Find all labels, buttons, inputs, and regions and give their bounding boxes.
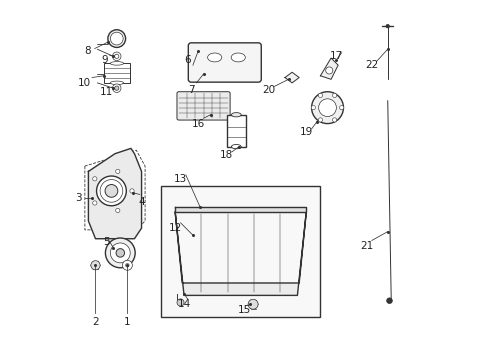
Circle shape bbox=[114, 86, 119, 90]
Circle shape bbox=[110, 32, 123, 45]
Text: 17: 17 bbox=[329, 51, 342, 61]
Text: 11: 11 bbox=[99, 87, 112, 97]
Polygon shape bbox=[175, 212, 305, 295]
Ellipse shape bbox=[231, 53, 245, 62]
Polygon shape bbox=[285, 72, 299, 83]
Text: 1: 1 bbox=[124, 317, 130, 327]
FancyBboxPatch shape bbox=[161, 186, 320, 317]
Circle shape bbox=[386, 298, 392, 303]
Ellipse shape bbox=[207, 53, 221, 62]
Circle shape bbox=[318, 93, 322, 97]
Text: 4: 4 bbox=[138, 196, 145, 206]
Text: 10: 10 bbox=[78, 78, 91, 88]
Circle shape bbox=[318, 99, 336, 116]
Ellipse shape bbox=[110, 62, 123, 65]
Circle shape bbox=[130, 189, 134, 193]
Circle shape bbox=[318, 118, 322, 122]
Text: 13: 13 bbox=[174, 174, 187, 183]
Text: 7: 7 bbox=[187, 85, 194, 95]
Text: 14: 14 bbox=[177, 299, 190, 309]
Circle shape bbox=[311, 106, 315, 110]
FancyBboxPatch shape bbox=[188, 43, 261, 82]
Circle shape bbox=[110, 243, 130, 263]
Circle shape bbox=[115, 169, 120, 174]
Text: 6: 6 bbox=[184, 55, 191, 65]
Circle shape bbox=[248, 299, 257, 309]
Circle shape bbox=[96, 176, 126, 206]
FancyBboxPatch shape bbox=[226, 115, 245, 147]
Circle shape bbox=[311, 92, 343, 124]
Circle shape bbox=[332, 93, 336, 97]
Text: 16: 16 bbox=[191, 119, 204, 129]
Text: 19: 19 bbox=[299, 127, 312, 137]
Circle shape bbox=[105, 185, 118, 197]
Polygon shape bbox=[175, 207, 305, 212]
Circle shape bbox=[325, 67, 332, 74]
Circle shape bbox=[92, 177, 97, 181]
Text: 20: 20 bbox=[262, 85, 275, 95]
Circle shape bbox=[92, 201, 97, 205]
Ellipse shape bbox=[231, 145, 241, 149]
Circle shape bbox=[122, 260, 132, 270]
Circle shape bbox=[177, 299, 183, 306]
Text: 2: 2 bbox=[92, 317, 99, 327]
Circle shape bbox=[115, 208, 120, 212]
Ellipse shape bbox=[231, 112, 241, 117]
Text: 5: 5 bbox=[103, 237, 109, 247]
Text: 9: 9 bbox=[101, 55, 107, 65]
Text: 21: 21 bbox=[359, 241, 372, 251]
Circle shape bbox=[100, 180, 122, 202]
Ellipse shape bbox=[110, 81, 123, 85]
Circle shape bbox=[125, 263, 129, 267]
Circle shape bbox=[116, 248, 124, 257]
Text: 12: 12 bbox=[168, 223, 182, 233]
Text: 15: 15 bbox=[237, 305, 250, 315]
Circle shape bbox=[112, 84, 121, 92]
Circle shape bbox=[107, 30, 125, 47]
Text: 18: 18 bbox=[219, 151, 233, 161]
Text: 3: 3 bbox=[76, 193, 82, 203]
FancyBboxPatch shape bbox=[104, 64, 130, 83]
Polygon shape bbox=[320, 58, 337, 79]
Circle shape bbox=[112, 52, 121, 61]
Circle shape bbox=[339, 106, 343, 110]
Circle shape bbox=[332, 118, 336, 122]
FancyBboxPatch shape bbox=[177, 92, 229, 120]
Circle shape bbox=[114, 54, 119, 59]
Circle shape bbox=[91, 261, 100, 270]
Circle shape bbox=[385, 24, 389, 28]
Text: 22: 22 bbox=[364, 60, 378, 70]
Polygon shape bbox=[88, 149, 141, 239]
Circle shape bbox=[105, 238, 135, 268]
Text: 8: 8 bbox=[84, 46, 91, 56]
